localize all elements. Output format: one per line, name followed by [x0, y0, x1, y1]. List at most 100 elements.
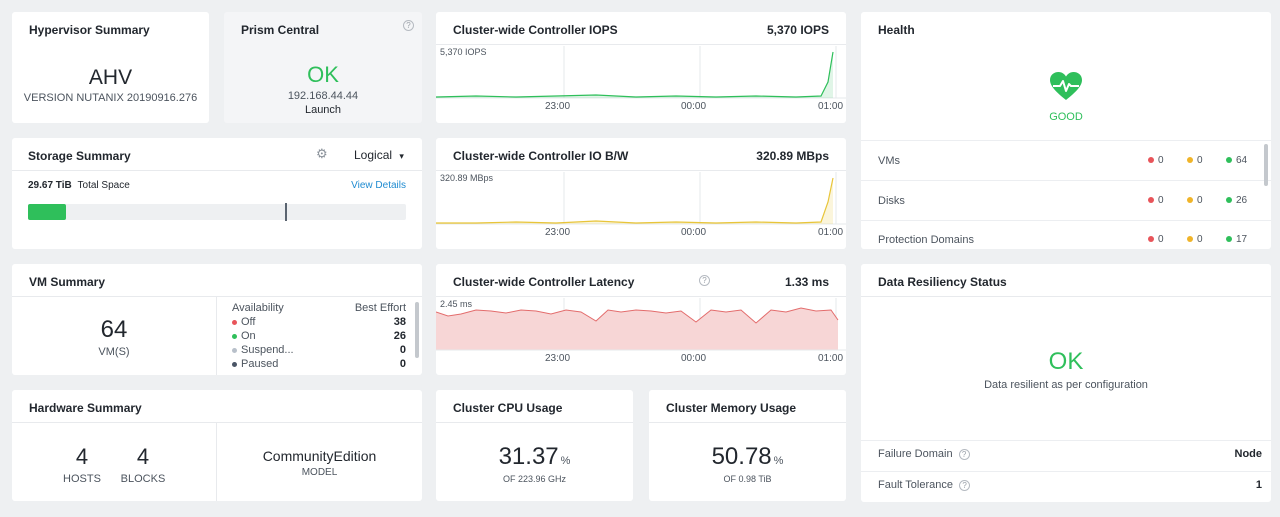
prism-central-card: Prism Central ? OK 192.168.44.44 Launch [224, 12, 422, 123]
bw-series-line [436, 177, 834, 224]
health-warning-count: 0 [1197, 195, 1203, 206]
memory-usage-value: 50.78 [711, 443, 772, 470]
storage-total: 29.67 TiB Total Space [28, 180, 130, 191]
health-scrollbar[interactable] [1264, 144, 1268, 186]
bw-value: 320.89 MBps [756, 149, 829, 163]
health-title: Health [878, 23, 915, 37]
bw-header [436, 138, 846, 171]
vm-summary-title: VM Summary [29, 275, 106, 289]
health-row-disks[interactable]: Disks 0 0 26 [861, 180, 1259, 220]
storage-total-label: Total Space [77, 180, 130, 191]
health-row-label: Disks [878, 195, 905, 207]
fault-tolerance-row: Fault Tolerance ? 1 [878, 479, 1262, 491]
storage-header [12, 138, 422, 171]
latency-card: Cluster-wide Controller Latency ? 1.33 m… [436, 264, 846, 375]
latency-tick: 00:00 [681, 353, 707, 364]
resiliency-message: Data resilient as per configuration [984, 379, 1148, 391]
health-critical-count: 0 [1158, 234, 1164, 245]
chevron-down-icon: ▾ [399, 151, 404, 161]
vm-row-off[interactable]: Off 38 [232, 316, 406, 330]
hypervisor-name: AHV [88, 66, 133, 89]
gear-icon[interactable]: ⚙ [316, 146, 328, 161]
iops-series-line [436, 51, 834, 98]
health-row-protection-domains[interactable]: Protection Domains 0 0 17 [861, 220, 1259, 249]
memory-usage-sub: OF 0.98 TiB [723, 474, 772, 484]
storage-summary-card: Storage Summary ⚙ Logical ▾ 29.67 TiB To… [12, 138, 422, 249]
data-resiliency-card: Data Resiliency Status OK Data resilient… [861, 264, 1271, 502]
prism-status: OK [307, 62, 339, 87]
view-details-link[interactable]: View Details [351, 180, 406, 191]
vm-row-value: 0 [399, 344, 406, 356]
prism-central-title: Prism Central [241, 23, 320, 37]
memory-usage-card: Cluster Memory Usage 50.78% OF 0.98 TiB [649, 390, 846, 501]
latency-series-fill [436, 308, 838, 350]
latency-tick: 23:00 [545, 353, 571, 364]
vm-best-effort-label: Best Effort [354, 302, 406, 314]
storage-total-value: 29.67 TiB [28, 180, 72, 191]
vm-row-on[interactable]: On 26 [232, 330, 406, 344]
latency-value: 1.33 ms [784, 275, 829, 289]
heart-pulse-icon [1050, 72, 1082, 100]
help-icon[interactable]: ? [958, 448, 970, 460]
hardware-header [12, 390, 422, 423]
vm-count-label: VM(S) [98, 346, 130, 358]
data-resiliency-title: Data Resiliency Status [878, 275, 1007, 289]
bw-tick: 01:00 [818, 227, 844, 238]
bw-tick: 00:00 [681, 227, 707, 238]
help-icon[interactable]: ? [959, 479, 971, 491]
cpu-header [436, 390, 633, 423]
hypervisor-summary-title: Hypervisor Summary [29, 23, 150, 37]
health-warning-count: 0 [1197, 155, 1203, 166]
health-good-count: 64 [1236, 155, 1248, 166]
vm-row-suspended[interactable]: Suspend... 0 [232, 344, 406, 358]
hardware-model: CommunityEdition [262, 448, 377, 464]
storage-usage-bar [28, 203, 406, 221]
hypervisor-version: VERSION NUTANIX 20190916.276 [23, 92, 198, 104]
bw-chart [436, 172, 846, 225]
hardware-summary-card: Hardware Summary 4 HOSTS 4 BLOCKS Commun… [12, 390, 422, 501]
health-warning-count: 0 [1197, 234, 1203, 245]
help-icon[interactable]: ? [403, 20, 414, 31]
prism-launch-link[interactable]: Launch [304, 104, 342, 116]
health-row-vms[interactable]: VMs 0 0 64 [861, 140, 1259, 180]
mem-header [649, 390, 846, 423]
hardware-model-label: MODEL [301, 467, 338, 478]
health-card: Health GOOD VMs 0 0 64 Disks 0 0 26 Prot… [861, 12, 1271, 249]
vm-count: 64 [100, 316, 128, 343]
bw-peak-label: 320.89 MBps [440, 173, 494, 183]
iops-tick: 01:00 [818, 101, 844, 112]
vm-row-label: Paused [241, 358, 279, 370]
cpu-usage-sub: OF 223.96 GHz [502, 474, 567, 484]
vm-row-label: Off [241, 316, 256, 328]
vm-scrollbar[interactable] [415, 302, 419, 358]
vm-availability-label: Availability [232, 302, 284, 314]
health-good-count: 26 [1236, 195, 1248, 206]
iops-series-fill [436, 52, 833, 98]
iops-peak-label: 5,370 IOPS [440, 47, 487, 57]
vm-row-paused[interactable]: Paused 0 [232, 358, 406, 372]
vm-row-label: On [241, 330, 256, 342]
latency-series-line [436, 307, 839, 324]
iops-card: Cluster-wide Controller IOPS 5,370 IOPS … [436, 12, 846, 123]
memory-usage-title: Cluster Memory Usage [666, 401, 797, 415]
cpu-usage-title: Cluster CPU Usage [453, 401, 563, 415]
latency-peak-label: 2.45 ms [440, 299, 473, 309]
hosts-count: 4 [75, 444, 89, 469]
latency-chart [436, 298, 846, 351]
failure-domain-label: Failure Domain [878, 448, 953, 460]
iops-title: Cluster-wide Controller IOPS [453, 23, 618, 37]
vm-summary-card: VM Summary 64 VM(S) Availability Best Ef… [12, 264, 422, 375]
failure-domain-row: Failure Domain ? Node [878, 448, 1262, 460]
storage-mode-dropdown[interactable]: Logical ▾ [354, 148, 404, 162]
bw-series-fill [436, 178, 833, 224]
health-critical-count: 0 [1158, 155, 1164, 166]
health-status: GOOD [1049, 111, 1083, 123]
storage-mode-value: Logical [354, 148, 393, 162]
resiliency-header [861, 264, 1271, 297]
iops-chart [436, 46, 846, 99]
resiliency-status: OK [1048, 348, 1084, 375]
latency-title: Cluster-wide Controller Latency [453, 275, 635, 289]
help-icon[interactable]: ? [699, 275, 710, 286]
prism-ip: 192.168.44.44 [287, 90, 359, 102]
iops-tick: 00:00 [681, 101, 707, 112]
